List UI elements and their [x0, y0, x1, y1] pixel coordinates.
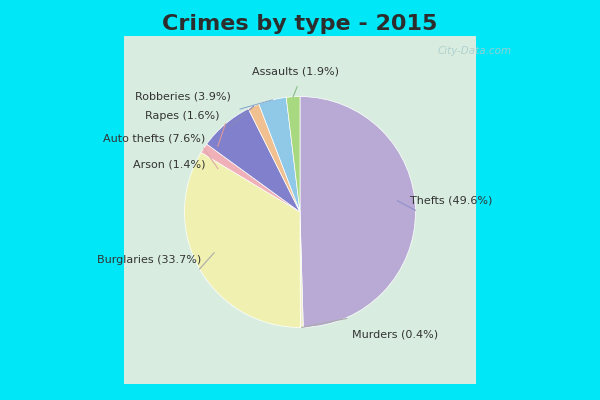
- Wedge shape: [286, 96, 300, 212]
- Text: Crimes by type - 2015: Crimes by type - 2015: [163, 14, 437, 34]
- Text: Murders (0.4%): Murders (0.4%): [352, 330, 438, 340]
- Wedge shape: [259, 97, 300, 212]
- Text: Assaults (1.9%): Assaults (1.9%): [252, 66, 339, 76]
- Text: Robberies (3.9%): Robberies (3.9%): [135, 92, 231, 102]
- Wedge shape: [185, 152, 301, 328]
- Text: City-Data.com: City-Data.com: [437, 46, 511, 56]
- Text: Burglaries (33.7%): Burglaries (33.7%): [97, 255, 202, 265]
- Wedge shape: [248, 104, 300, 212]
- Text: Arson (1.4%): Arson (1.4%): [133, 159, 206, 169]
- Wedge shape: [300, 96, 415, 328]
- Wedge shape: [206, 109, 300, 212]
- Wedge shape: [201, 144, 300, 212]
- Wedge shape: [300, 212, 303, 328]
- Text: Thefts (49.6%): Thefts (49.6%): [410, 196, 492, 206]
- Text: Auto thefts (7.6%): Auto thefts (7.6%): [103, 134, 206, 144]
- Text: Rapes (1.6%): Rapes (1.6%): [145, 111, 220, 121]
